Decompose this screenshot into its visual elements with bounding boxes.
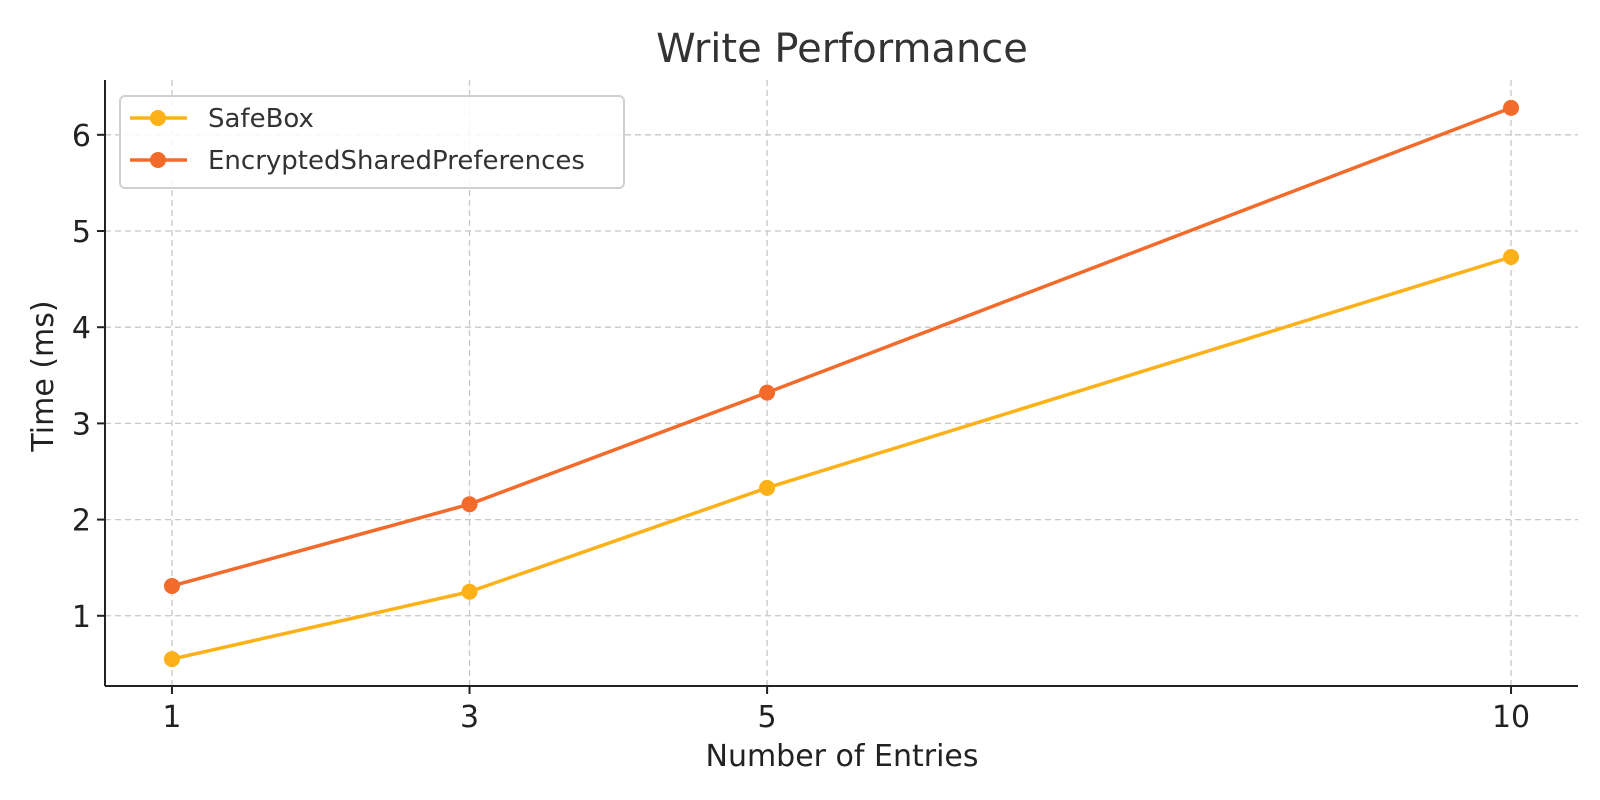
data-point — [1503, 99, 1520, 116]
x-tick-label: 10 — [1492, 700, 1530, 735]
data-point — [1503, 248, 1520, 265]
y-axis-label: Time (ms) — [26, 300, 61, 452]
y-tick-label: 5 — [72, 215, 91, 250]
data-point — [759, 479, 776, 496]
data-point — [163, 577, 180, 594]
legend-marker — [150, 110, 166, 126]
y-tick-label: 2 — [72, 504, 91, 539]
y-tick-label: 4 — [72, 311, 91, 346]
legend-label: SafeBox — [208, 104, 314, 134]
series-line — [171, 255, 1512, 661]
series-lines — [163, 99, 1520, 668]
data-point — [461, 583, 478, 600]
series-1 — [163, 99, 1520, 594]
series-0 — [163, 248, 1520, 668]
axes — [97, 80, 1578, 694]
data-point — [461, 496, 478, 513]
x-tick-label: 3 — [460, 700, 479, 735]
y-tick-label: 6 — [72, 119, 91, 154]
tick-labels: 1 3 5 10 1 2 3 4 5 6 — [72, 119, 1530, 735]
series-line — [171, 106, 1512, 588]
x-axis-label: Number of Entries — [706, 739, 979, 774]
legend-label: EncryptedSharedPreferences — [208, 146, 585, 176]
y-tick-label: 3 — [72, 407, 91, 442]
legend: SafeBox EncryptedSharedPreferences — [119, 95, 625, 189]
data-point — [759, 384, 776, 401]
legend-marker — [150, 152, 166, 168]
data-point — [163, 651, 180, 668]
x-tick-label: 5 — [758, 700, 777, 735]
y-tick-label: 1 — [72, 600, 91, 635]
legend-frame — [119, 95, 625, 189]
x-tick-label: 1 — [162, 700, 181, 735]
chart-title: Write Performance — [656, 26, 1028, 72]
